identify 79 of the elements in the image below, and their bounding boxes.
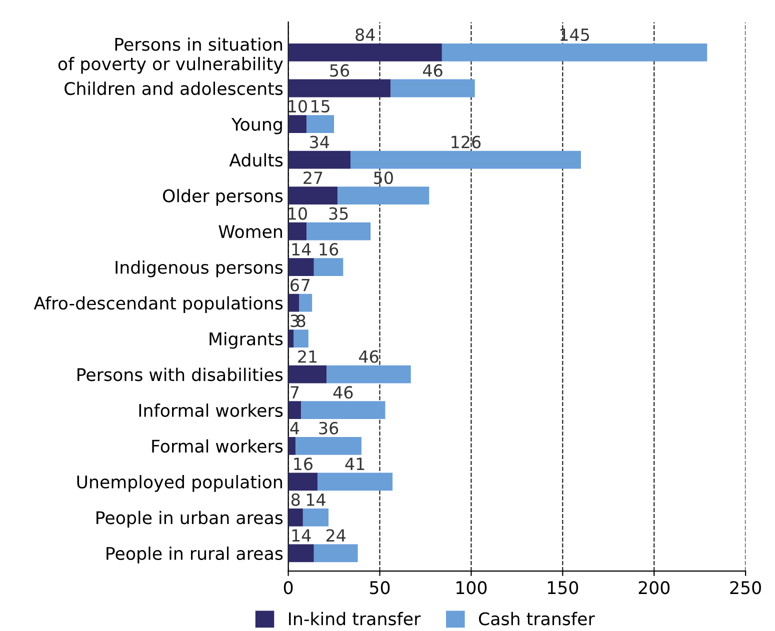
bar	[288, 401, 302, 420]
bar	[301, 401, 386, 420]
data-label: 14	[292, 529, 311, 542]
bar	[302, 508, 329, 526]
bar	[318, 472, 393, 491]
data-label: 84	[356, 28, 375, 42]
bar	[299, 294, 312, 312]
y-tick-label: Persons in situation of poverty or vulnerability	[58, 37, 283, 74]
data-label: 36	[319, 422, 338, 434]
bar	[314, 258, 344, 276]
bar	[306, 222, 371, 240]
data-label: 14	[292, 243, 311, 256]
data-label: 4	[290, 422, 300, 434]
data-label: 16	[294, 458, 312, 470]
data-label: 6	[290, 278, 299, 292]
data-label: 7	[302, 278, 310, 292]
x-tick-label: 200	[638, 581, 670, 594]
bar	[288, 79, 391, 98]
bar	[294, 330, 308, 348]
bar	[288, 115, 307, 133]
bar	[288, 436, 296, 455]
data-label: 41	[345, 458, 364, 470]
bar	[288, 508, 303, 526]
data-label: 34	[310, 136, 330, 148]
bar	[288, 44, 442, 62]
x-tick-label: 50	[370, 581, 390, 594]
bar	[288, 544, 314, 562]
bar	[338, 186, 430, 204]
y-tick-label: People in urban areas	[96, 510, 283, 528]
bar	[442, 44, 708, 62]
legend-label: In-kind transfer	[289, 612, 421, 626]
bar	[288, 365, 327, 384]
bar	[296, 436, 362, 455]
data-label: 14	[306, 494, 326, 506]
y-tick-label: Afro-descendant populations	[34, 296, 283, 314]
data-label: 50	[374, 171, 393, 184]
data-label: 46	[333, 386, 353, 399]
x-tick-label: 0	[284, 581, 293, 594]
data-label: 27	[304, 171, 322, 184]
y-tick-label: Persons with disabilities	[78, 368, 283, 382]
bar	[288, 330, 294, 348]
bar	[326, 365, 411, 384]
data-label: 35	[329, 207, 348, 220]
bar	[288, 186, 338, 204]
bar	[288, 472, 318, 491]
data-label: 8	[291, 493, 300, 506]
data-label: 21	[298, 350, 317, 363]
data-label: 7	[290, 386, 299, 398]
x-tick-label: 100	[456, 581, 487, 594]
bar	[288, 294, 300, 312]
data-label: 56	[330, 64, 350, 77]
data-label: 24	[326, 529, 346, 542]
y-tick-label: Young	[231, 118, 282, 134]
x-tick-label: 150	[548, 581, 578, 594]
y-tick-label: Adults	[229, 153, 283, 167]
legend-label: Cash transfer	[478, 612, 595, 626]
data-label: 16	[320, 243, 338, 256]
y-tick-label: Women	[218, 225, 282, 238]
y-tick-label: Migrants	[210, 332, 283, 349]
y-tick-label: Unemployed population	[77, 475, 282, 492]
y-tick-label: Children and adolescents	[64, 82, 283, 96]
bar	[288, 258, 314, 276]
bar	[314, 544, 358, 562]
bar	[350, 150, 581, 169]
bar	[288, 222, 307, 240]
bar	[306, 115, 334, 133]
x-tick-label: 250	[730, 581, 761, 594]
y-tick-label: Older persons	[163, 188, 283, 206]
y-tick-label: Formal workers	[152, 439, 283, 453]
y-tick-label: People in rural areas	[106, 546, 283, 564]
data-label: 15	[312, 100, 330, 113]
bar	[390, 79, 475, 98]
y-tick-label: Informal workers	[139, 404, 283, 417]
data-label: 145	[560, 28, 589, 42]
data-label: 46	[423, 64, 442, 77]
bar	[288, 150, 350, 169]
data-label: 46	[358, 350, 378, 363]
data-label: 126	[452, 136, 481, 148]
y-tick-label: Indigenous persons	[116, 260, 283, 278]
